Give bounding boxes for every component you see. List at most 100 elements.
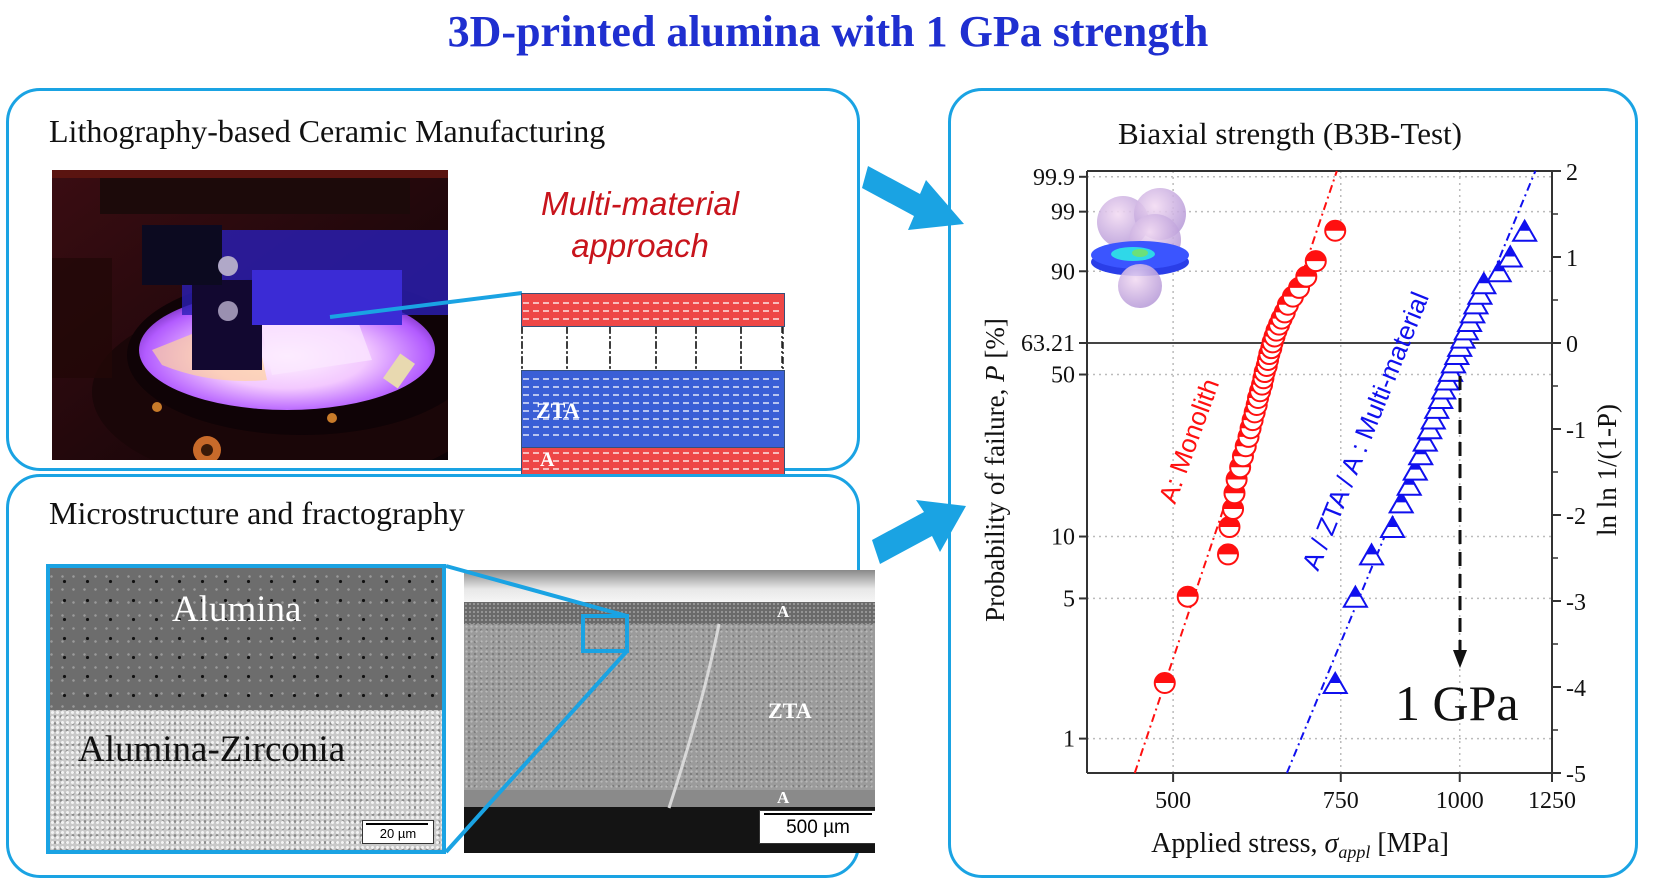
point-fill <box>1218 544 1239 555</box>
sem-alumina-region <box>50 568 442 710</box>
arrow-right-upper-icon <box>862 166 964 230</box>
y-tick-label: 63.21 <box>1021 331 1075 357</box>
layer-label-a: A <box>540 449 555 471</box>
scale-bar-500um-line <box>764 813 872 815</box>
panel-lcm-title: Lithography-based Ceramic Manufacturing <box>49 113 606 149</box>
point-fill <box>1365 544 1378 555</box>
sem-zta-layer <box>464 624 875 800</box>
y2-tick-label: -4 <box>1566 676 1586 702</box>
point-fill <box>1329 673 1341 684</box>
panel-micro-title: Microstructure and fractography <box>49 495 465 531</box>
monolith-data-point <box>1324 219 1347 242</box>
sem-top-surface <box>464 570 875 602</box>
monolith-data-point <box>1176 585 1199 608</box>
scale-bar-500um: 500 µm <box>759 810 875 844</box>
multimaterial-data-point <box>1342 584 1369 608</box>
printer-photo-art <box>52 170 448 460</box>
monolith-data-point <box>1217 543 1240 566</box>
sem-label-top-a: A <box>777 602 790 621</box>
sem-cross-section-image: A ZTA A 500 µm <box>464 570 875 853</box>
y2-axis-label: ln ln 1/(1-P) <box>1592 404 1622 536</box>
multimaterial-data-point <box>1321 671 1349 695</box>
monolith-data-point <box>1304 250 1327 273</box>
scale-bar-20um: 20 µm <box>362 820 434 844</box>
multimaterial-data-point <box>1387 490 1415 514</box>
point-fill <box>1386 517 1399 528</box>
x-tick-label: 500 <box>1155 788 1191 814</box>
x-axis-label-sigma: σ <box>1325 828 1340 859</box>
approach-line-1: Multi-material <box>540 185 740 222</box>
y-tick-label: 99.9 <box>1033 165 1075 191</box>
y-axis-label-p: P <box>980 365 1010 383</box>
sem-bottom-a-layer <box>464 790 875 807</box>
point-fill <box>1518 220 1531 231</box>
point-fill <box>1349 586 1362 597</box>
point-fill <box>1478 273 1490 284</box>
y2-tick-label: 1 <box>1566 246 1578 272</box>
y2-tick-label: -2 <box>1566 504 1586 530</box>
point-fill <box>1177 586 1198 597</box>
axes <box>1079 170 1561 782</box>
multimaterial-data-point <box>1379 515 1406 539</box>
x-tick-label: 1000 <box>1436 788 1484 814</box>
scale-bar-500um-label: 500 µm <box>786 817 850 838</box>
multi-series-label: A / ZTA / A : Multi-material <box>1296 287 1435 574</box>
y-axis-label-unit: [%] <box>980 318 1010 365</box>
gpa-arrow-head-icon <box>1453 650 1467 668</box>
y-tick-label: 10 <box>1051 525 1075 551</box>
monolith-data-point <box>1295 265 1318 288</box>
panel-chart <box>948 88 1638 878</box>
multimaterial-data-point <box>1358 542 1385 566</box>
y-axis-label-main: Probability of failure, <box>980 382 1010 622</box>
x-axis-label-sub: appl <box>1338 842 1370 862</box>
layer-top-bg <box>521 293 785 327</box>
layer-label-zta: ZTA <box>536 398 580 423</box>
point-fill <box>1325 220 1346 231</box>
monolith-series-label: A: Monolith <box>1152 375 1225 507</box>
point-fill <box>1504 246 1517 257</box>
x-tick-label: 750 <box>1323 788 1359 814</box>
multi-material-approach-label: Multi-material approach <box>500 183 780 267</box>
monolith-data-point <box>1218 516 1241 539</box>
y-tick-label: 5 <box>1063 586 1075 612</box>
sem-top-a-layer <box>464 602 875 624</box>
sem-interface-image: Alumina Alumina-Zirconia 20 µm <box>46 564 446 854</box>
scale-bar-20um-label: 20 µm <box>379 826 417 841</box>
y2-tick-label: -5 <box>1566 762 1586 788</box>
y-tick-label: 50 <box>1051 363 1075 389</box>
layer-zta <box>521 370 785 449</box>
multimaterial-data-point <box>1497 244 1524 268</box>
arrow-right-lower-icon <box>872 500 966 564</box>
y-tick-label: 1 <box>1063 727 1075 753</box>
layer-dash-overlay <box>521 302 784 470</box>
chart-title: Biaxial strength (B3B-Test) <box>1118 116 1462 151</box>
b3b-test-schematic <box>1091 188 1189 308</box>
x-axis-label-unit: [MPa] <box>1370 828 1449 859</box>
point-fill <box>1305 251 1326 262</box>
point-fill <box>1395 492 1407 503</box>
scale-bar-line <box>366 823 428 825</box>
x-axis-label: Applied stress, σappl [MPa] <box>1151 828 1449 862</box>
y2-axis-label-text: ln ln 1/(1-P) <box>1592 404 1622 536</box>
y-tick-label: 99 <box>1051 200 1075 226</box>
multimaterial-data-point <box>1511 218 1538 242</box>
sem-label-zta: ZTA <box>768 698 812 723</box>
y-axis-label: Probability of failure, P [%] <box>980 318 1010 622</box>
gpa-label: 1 GPa <box>1395 675 1519 731</box>
printer-photo <box>52 170 448 460</box>
y2-tick-label: -3 <box>1566 590 1586 616</box>
sem-crack-line <box>667 623 721 809</box>
monolith-data-point <box>1153 672 1176 695</box>
page-title: 3D-printed alumina with 1 GPa strength <box>447 7 1209 56</box>
y-tick-label: 90 <box>1051 259 1075 285</box>
sem-label-alumina-zirconia: Alumina-Zirconia <box>78 729 346 770</box>
point-fill <box>1154 673 1175 684</box>
x-tick-label: 1250 <box>1528 788 1576 814</box>
y2-tick-label: -1 <box>1566 418 1586 444</box>
y2-tick-label: 0 <box>1566 332 1578 358</box>
